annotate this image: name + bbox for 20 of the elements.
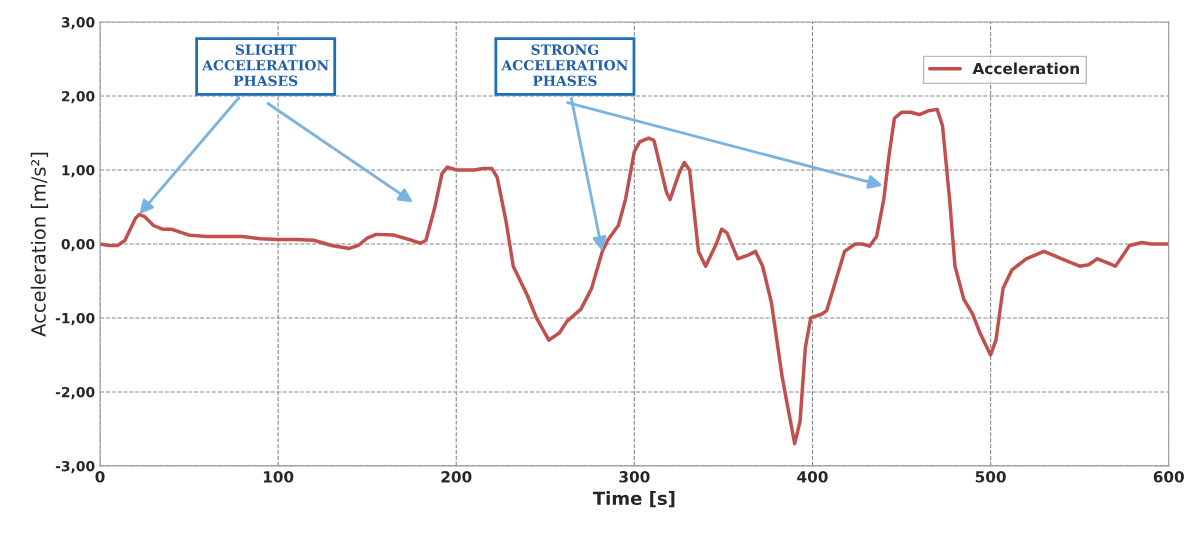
y-tick-label: 2,00	[61, 91, 95, 104]
x-tick-label: 100	[263, 471, 294, 483]
x-tick-label: 200	[441, 471, 472, 483]
y-tick-label: -1,00	[55, 312, 95, 326]
legend-label: Acceleration	[972, 62, 1079, 75]
y-axis-title: Acceleration [m/s²]	[30, 152, 49, 337]
x-tick-label: 500	[975, 471, 1006, 483]
y-tick-label: -2,00	[55, 386, 95, 400]
x-tick-label: 600	[1153, 471, 1184, 483]
annotation: SLIGHT ACCELERATION PHASES	[202, 44, 329, 87]
y-tick-label: 0,00	[61, 238, 95, 252]
y-tick-label: 3,00	[61, 17, 95, 30]
y-tick-label: 1,00	[62, 164, 95, 178]
x-axis-title: Time [s]	[592, 491, 675, 508]
y-tick-label: -3,00	[55, 460, 95, 474]
line-series	[100, 107, 1169, 446]
x-tick-label: 400	[797, 471, 828, 483]
x-tick-label: 0	[95, 471, 105, 483]
x-tick-label: 300	[619, 471, 650, 483]
annotation: STRONG ACCELERATION PHASES	[501, 44, 628, 87]
